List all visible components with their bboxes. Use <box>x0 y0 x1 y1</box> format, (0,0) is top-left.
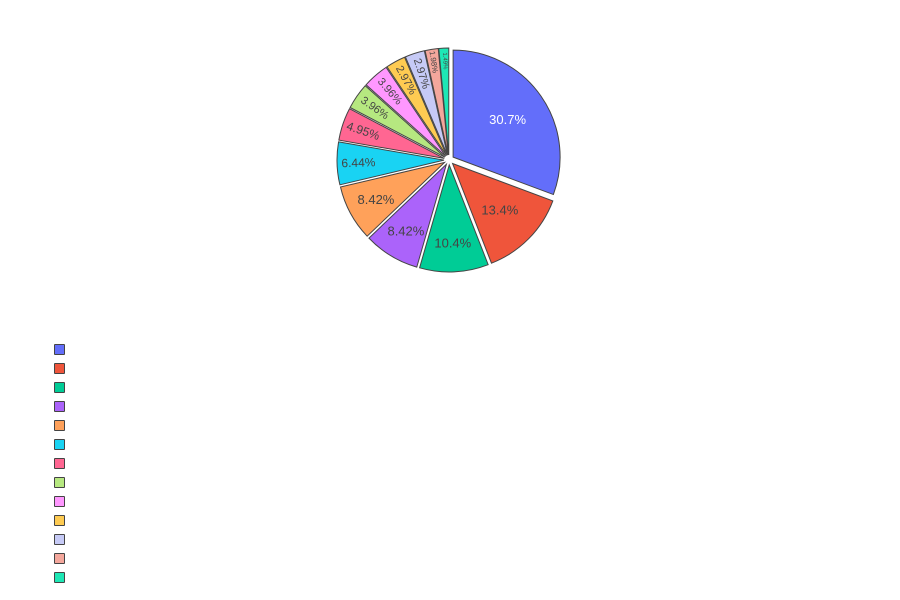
slice-percent-label: 10.4% <box>434 236 471 251</box>
legend-item[interactable] <box>54 359 71 378</box>
slice-percent-label: 1.98% <box>427 50 439 73</box>
legend-swatch <box>54 515 65 526</box>
pie-slice[interactable] <box>339 161 447 237</box>
pie-slice[interactable] <box>349 84 446 158</box>
legend-swatch <box>54 458 65 469</box>
legend-swatch <box>54 496 65 507</box>
legend-swatch <box>54 477 65 488</box>
pie-slice[interactable] <box>438 47 450 156</box>
slice-percent-label: 13.4% <box>481 203 518 218</box>
pie-slice[interactable] <box>451 162 554 264</box>
legend-swatch <box>54 363 65 374</box>
pie-slice[interactable] <box>338 108 445 159</box>
slice-percent-label: 6.44% <box>341 155 376 170</box>
slice-percent-label: 30.7% <box>489 112 526 127</box>
slice-percent-label: 8.42% <box>387 224 424 239</box>
pie-slice[interactable] <box>424 47 449 156</box>
legend-item[interactable] <box>54 340 71 359</box>
slice-percent-label: 1.49% <box>441 52 448 70</box>
pie-slice[interactable] <box>386 56 448 156</box>
pie-slice[interactable] <box>418 163 489 273</box>
legend-swatch <box>54 439 65 450</box>
pie-slice[interactable] <box>368 162 448 268</box>
legend-item[interactable] <box>54 397 71 416</box>
legend-item[interactable] <box>54 492 71 511</box>
legend-swatch <box>54 420 65 431</box>
legend-swatch <box>54 553 65 564</box>
legend-swatch <box>54 572 65 583</box>
legend-swatch <box>54 534 65 545</box>
legend-item[interactable] <box>54 511 71 530</box>
slice-percent-label: 8.42% <box>358 192 395 207</box>
legend-item[interactable] <box>54 473 71 492</box>
legend-item[interactable] <box>54 378 71 397</box>
pie-slice[interactable] <box>404 50 448 156</box>
legend-swatch <box>54 382 65 393</box>
legend-swatch <box>54 344 65 355</box>
legend-item[interactable] <box>54 416 71 435</box>
pie-slice[interactable] <box>336 141 445 186</box>
legend-swatch <box>54 401 65 412</box>
pie-slice[interactable] <box>365 66 447 157</box>
legend <box>54 340 71 587</box>
pie-slice[interactable] <box>452 49 561 196</box>
legend-item[interactable] <box>54 435 71 454</box>
legend-item[interactable] <box>54 549 71 568</box>
legend-item[interactable] <box>54 454 71 473</box>
legend-item[interactable] <box>54 530 71 549</box>
pie-slices <box>336 47 561 273</box>
legend-item[interactable] <box>54 568 71 587</box>
